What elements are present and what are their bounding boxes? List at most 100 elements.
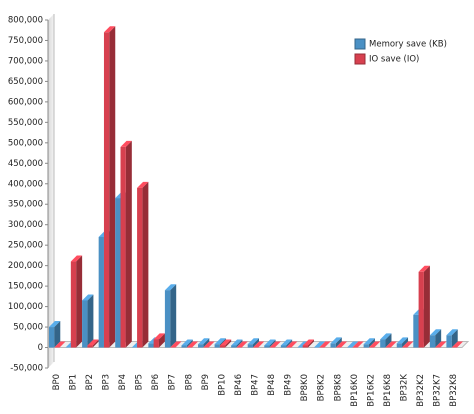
x-tick-label: BP8K2 bbox=[317, 374, 327, 401]
bar bbox=[313, 341, 326, 348]
bar bbox=[198, 338, 210, 348]
bar-front bbox=[302, 345, 308, 348]
bar-side bbox=[286, 339, 293, 348]
x-tick-label: BP10 bbox=[217, 374, 227, 396]
bar-top bbox=[330, 337, 342, 344]
bar bbox=[103, 26, 116, 348]
bar-top bbox=[302, 339, 314, 346]
x-tick-label: BP47 bbox=[251, 374, 261, 396]
x-tick-label: BP2 bbox=[85, 374, 95, 390]
y-tick-label: 750,000 bbox=[8, 36, 43, 46]
bar bbox=[48, 321, 61, 348]
bar-front bbox=[413, 314, 419, 348]
legend-swatch bbox=[354, 38, 366, 50]
bar-top bbox=[253, 341, 265, 348]
bar bbox=[120, 140, 132, 348]
x-tick-label: BP6 bbox=[151, 374, 161, 390]
x-tick-label: BP8 bbox=[184, 374, 194, 390]
bar-top bbox=[231, 339, 243, 346]
bar-top bbox=[153, 333, 165, 340]
bar-top bbox=[264, 339, 276, 346]
bar-side bbox=[435, 329, 442, 348]
bar-side bbox=[335, 337, 342, 348]
bar-front bbox=[115, 198, 121, 348]
bar bbox=[247, 338, 259, 348]
bar bbox=[396, 337, 409, 348]
bar-front bbox=[219, 345, 226, 348]
bar-side bbox=[87, 294, 94, 348]
bar-top bbox=[247, 338, 259, 345]
bar-side bbox=[402, 337, 409, 348]
bar-front bbox=[330, 343, 336, 348]
bar-front bbox=[363, 344, 369, 348]
bar bbox=[153, 333, 165, 348]
x-tick-label: BP46 bbox=[234, 374, 244, 396]
bar bbox=[402, 341, 414, 348]
bar-front bbox=[137, 187, 143, 348]
bar bbox=[335, 341, 348, 348]
x-tick-label: BP9 bbox=[201, 374, 211, 390]
bar-top bbox=[103, 26, 116, 33]
y-tick-label: 300,000 bbox=[8, 220, 43, 230]
bar-side bbox=[385, 333, 392, 348]
bar-side bbox=[92, 339, 99, 348]
x-tick-label: BP32K bbox=[400, 374, 410, 402]
bar bbox=[203, 341, 215, 348]
x-tick-label: BP16K0 bbox=[350, 374, 360, 407]
bar bbox=[186, 341, 199, 348]
bar-front bbox=[231, 345, 237, 348]
bar bbox=[352, 341, 364, 348]
bar bbox=[231, 339, 243, 348]
x-tick-label: BP32K8 bbox=[449, 374, 459, 407]
bar-top bbox=[286, 341, 298, 348]
bar-front bbox=[446, 335, 452, 348]
bar-top bbox=[164, 284, 177, 291]
bar-top bbox=[181, 339, 193, 346]
bar bbox=[269, 341, 281, 348]
y-tick-label: 350,000 bbox=[8, 200, 43, 210]
bar-top bbox=[319, 341, 331, 348]
bar-top bbox=[54, 341, 66, 348]
bar-top bbox=[368, 341, 381, 348]
bar bbox=[137, 181, 149, 348]
bar-top bbox=[347, 341, 359, 348]
bar-top bbox=[214, 338, 226, 345]
bar-top bbox=[186, 341, 199, 348]
bar-front bbox=[181, 345, 187, 348]
bar-side bbox=[158, 333, 165, 348]
bar-top bbox=[280, 339, 293, 346]
bar bbox=[286, 341, 298, 348]
bar-top bbox=[120, 140, 132, 147]
bar-top bbox=[48, 321, 61, 328]
bar-top bbox=[418, 265, 430, 272]
x-tick-label: BP0 bbox=[52, 374, 62, 390]
y-tick-label: 450,000 bbox=[8, 159, 43, 169]
bar bbox=[181, 339, 193, 348]
y-tick-label: 800,000 bbox=[8, 16, 43, 26]
bar-front bbox=[264, 345, 270, 348]
bar-front bbox=[87, 345, 93, 348]
bar-front bbox=[429, 335, 436, 348]
bar bbox=[319, 341, 331, 348]
x-tick-label: BP16K2 bbox=[366, 374, 376, 407]
bar-side bbox=[170, 284, 177, 348]
bar-front bbox=[198, 344, 204, 348]
bar bbox=[385, 341, 397, 348]
bar-front bbox=[380, 339, 386, 348]
x-tick-label: BP49 bbox=[284, 374, 294, 396]
bar-top bbox=[335, 341, 348, 348]
bar-side bbox=[54, 321, 61, 348]
bar-side bbox=[76, 255, 83, 348]
bar-side bbox=[109, 26, 116, 348]
bar-top bbox=[402, 341, 414, 348]
bar-top bbox=[219, 339, 232, 346]
bar bbox=[236, 341, 248, 348]
bar bbox=[70, 255, 83, 348]
bar-front bbox=[120, 146, 126, 348]
bar bbox=[446, 329, 458, 348]
bar bbox=[87, 339, 99, 348]
bar-top bbox=[451, 341, 464, 348]
bar-side bbox=[253, 338, 259, 348]
bar bbox=[380, 333, 392, 348]
x-tick-label: BP4 bbox=[118, 374, 128, 390]
